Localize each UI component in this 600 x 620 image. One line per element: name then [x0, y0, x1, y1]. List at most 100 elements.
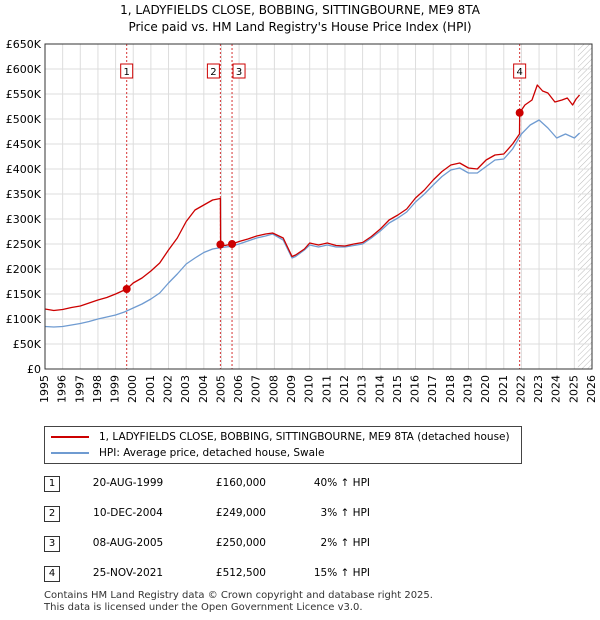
sale-marker-box-1: [120, 63, 134, 79]
x-tick-label: 2003: [179, 375, 192, 403]
sale-marker-label-3: 3: [236, 67, 242, 78]
sale-marker-box-4: [513, 63, 527, 79]
legend: 1, LADYFIELDS CLOSE, BOBBING, SITTINGBOU…: [44, 426, 522, 464]
sale-marker-label-1: 1: [124, 67, 130, 78]
sale-price: £249,000: [215, 507, 266, 519]
sale-row: 4 25-NOV-2021 £512,500 15% ↑ HPI: [0, 562, 600, 586]
legend-swatch-hpi: [51, 452, 89, 454]
x-tick-label: 1995: [38, 375, 51, 403]
y-tick-label: £500K: [6, 113, 42, 126]
x-tick-label: 2024: [550, 375, 563, 403]
grid-lines: [44, 43, 593, 370]
y-tick-label: £550K: [6, 88, 42, 101]
legend-label-property: 1, LADYFIELDS CLOSE, BOBBING, SITTINGBOU…: [99, 431, 510, 443]
sale-hpi-change: 2% ↑ HPI: [320, 537, 370, 549]
sale-marker-label-2: 2: [210, 67, 216, 78]
x-tick-label: 2014: [373, 375, 386, 403]
sale-row: 2 10-DEC-2004 £249,000 3% ↑ HPI: [0, 502, 600, 526]
sale-hpi-change: 40% ↑ HPI: [313, 477, 370, 489]
sale-points: [122, 108, 524, 293]
sale-point-1: [122, 285, 131, 293]
sale-marker-label-4: 4: [516, 67, 522, 78]
chart-title-address: 1, LADYFIELDS CLOSE, BOBBING, SITTINGBOU…: [120, 3, 480, 17]
plot-area: [45, 44, 592, 369]
x-axis-ticks: 1995 1996 1997 1998 1999 2000 2001 2002 2003 2004…: [38, 375, 598, 403]
y-tick-label: £650K: [6, 38, 42, 51]
y-tick-label: £300K: [6, 213, 42, 226]
sale-price: £512,500: [215, 567, 266, 579]
sale-marker-box-2: [206, 63, 220, 79]
x-tick-label: 2004: [197, 375, 210, 403]
sale-price: £250,000: [215, 537, 266, 549]
y-tick-label: £0: [27, 363, 41, 376]
x-tick-label: 2017: [426, 375, 439, 403]
legend-swatch-property: [51, 436, 89, 438]
x-tick-label: 2005: [214, 375, 227, 403]
x-tick-label: 1996: [56, 375, 69, 403]
sale-hpi-change: 3% ↑ HPI: [320, 507, 370, 519]
sale-date: 20-AUG-1999: [92, 477, 164, 489]
y-axis-ticks: £0 £50K £100K £150K £200K £250K £300K £350K £400…: [6, 38, 42, 376]
x-tick-label: 2018: [444, 375, 457, 403]
x-tick-label: 2010: [303, 375, 316, 403]
legend-label-hpi: HPI: Average price, detached house, Swal…: [99, 447, 325, 459]
x-tick-label: 2011: [320, 375, 333, 403]
x-tick-label: 2006: [232, 375, 245, 403]
footer-copyright: Contains HM Land Registry data © Crown c…: [44, 590, 433, 601]
sale-date: 10-DEC-2004: [93, 507, 163, 519]
x-tick-label: 2012: [338, 375, 351, 403]
y-tick-label: £150K: [6, 288, 42, 301]
sale-point-2: [216, 240, 225, 249]
sale-point-3: [228, 240, 237, 248]
sale-row: 3 08-AUG-2005 £250,000 2% ↑ HPI: [0, 532, 600, 556]
sale-number-badge: 2: [44, 506, 60, 522]
x-tick-label: 2016: [409, 375, 422, 403]
y-tick-label: £350K: [6, 188, 42, 201]
sale-hpi-change: 15% ↑ HPI: [313, 567, 370, 579]
sale-point-4: [515, 108, 524, 117]
x-tick-label: 1999: [109, 375, 122, 403]
sale-number-badge: 4: [44, 566, 60, 582]
x-tick-label: 2026: [585, 375, 598, 403]
chart-subtitle: Price paid vs. HM Land Registry's House …: [128, 20, 472, 34]
series-hpi-line: [44, 119, 581, 328]
sale-marker-boxes: 1 2 3 4: [120, 63, 527, 79]
x-tick-label: 2023: [532, 375, 545, 403]
x-tick-label: 2022: [514, 375, 527, 403]
y-tick-label: £50K: [13, 338, 42, 351]
x-tick-label: 2007: [250, 375, 263, 403]
x-tick-label: 1998: [91, 375, 104, 403]
sale-number-badge: 1: [44, 476, 60, 492]
sale-number-badge: 3: [44, 536, 60, 552]
x-tick-label: 2002: [162, 375, 175, 403]
y-tick-label: £250K: [6, 238, 42, 251]
x-tick-label: 2009: [285, 375, 298, 403]
y-tick-label: £600K: [6, 63, 42, 76]
x-tick-label: 2001: [144, 375, 157, 403]
x-tick-label: 1997: [73, 375, 86, 403]
y-tick-label: £400K: [6, 163, 42, 176]
shaded-forecast-region: [577, 44, 592, 369]
sale-marker-box-3: [232, 63, 246, 79]
x-tick-label: 2019: [461, 375, 474, 403]
x-tick-label: 2013: [356, 375, 369, 403]
sale-price: £160,000: [215, 477, 266, 489]
sale-row: 1 20-AUG-1999 £160,000 40% ↑ HPI: [0, 472, 600, 496]
price-chart: 1 2 3 4 £0 £50K £100K £150K £200K £250K £300K £350…: [6, 38, 598, 403]
y-tick-label: £100K: [6, 313, 42, 326]
x-tick-label: 2020: [479, 375, 492, 403]
footer-licence: This data is licensed under the Open Gov…: [44, 602, 363, 613]
plot-frame: [44, 43, 593, 370]
y-tick-label: £200K: [6, 263, 42, 276]
shaded-region: [577, 44, 592, 369]
series-lines: [44, 84, 581, 328]
y-tick-label: £450K: [6, 138, 42, 151]
x-tick-label: 2008: [267, 375, 280, 403]
sale-date: 25-NOV-2021: [92, 567, 164, 579]
x-tick-label: 2000: [126, 375, 139, 403]
x-tick-label: 2021: [497, 375, 510, 403]
x-tick-label: 2015: [391, 375, 404, 403]
sale-date: 08-AUG-2005: [92, 537, 164, 549]
x-tick-label: 2025: [567, 375, 580, 403]
series-property-line: [44, 84, 581, 312]
